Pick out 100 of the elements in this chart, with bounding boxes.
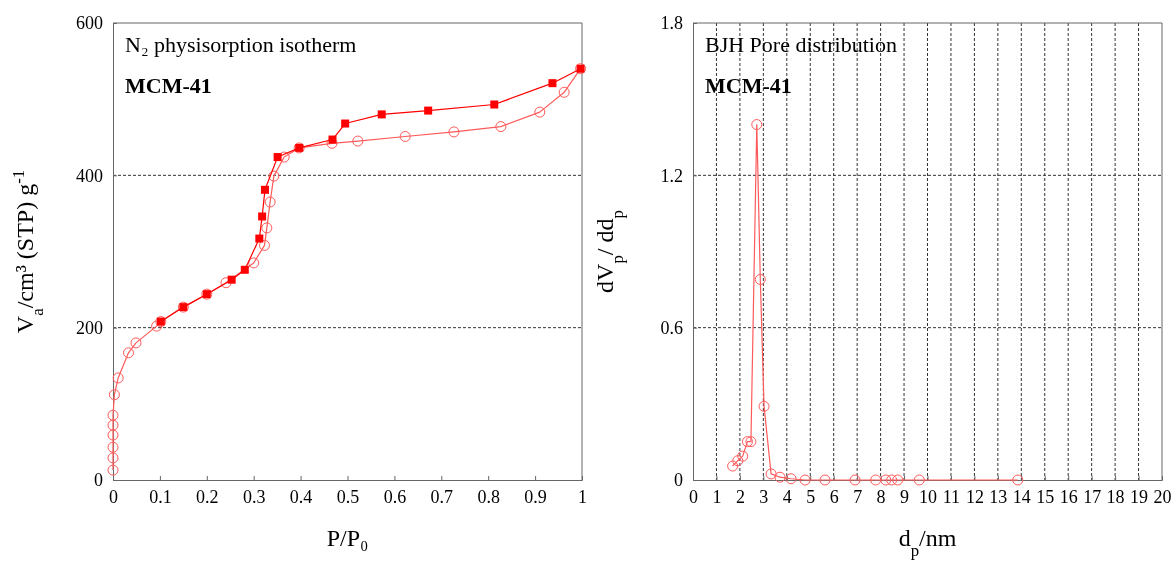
- x-tick-label: 0.4: [289, 486, 313, 507]
- x-tick-label: 14: [1012, 486, 1031, 507]
- point: [558, 86, 570, 98]
- x-tick-label: 0.2: [196, 486, 219, 507]
- x-tick-label: 12: [965, 486, 984, 507]
- point: [112, 372, 124, 384]
- point: [424, 106, 433, 115]
- point: [751, 119, 763, 131]
- x-tick-label: 9: [900, 486, 910, 507]
- point: [785, 473, 797, 485]
- x-tick-label: 17: [1083, 486, 1102, 507]
- x-axis-title: P/P₀: [326, 525, 369, 551]
- chart-title: N₂ physisorption isotherm: [125, 32, 357, 57]
- point: [741, 436, 753, 448]
- x-tick-label: 4: [782, 486, 792, 507]
- x-tick-label: 0.6: [383, 486, 407, 507]
- x-tick-label: 0.5: [336, 486, 360, 507]
- y-tick-label: 600: [76, 13, 103, 34]
- point: [819, 474, 831, 486]
- point: [727, 460, 739, 472]
- point: [448, 126, 460, 138]
- point: [341, 119, 350, 128]
- x-tick-label: 7: [853, 486, 863, 507]
- point: [260, 185, 269, 194]
- point: [107, 409, 119, 421]
- point: [880, 474, 892, 486]
- point: [107, 464, 119, 476]
- x-tick-label: 3: [759, 486, 769, 507]
- x-tick-label: 16: [1059, 486, 1078, 507]
- point: [765, 468, 777, 480]
- chart-title: BJH Pore distribution: [705, 32, 897, 57]
- point: [264, 196, 276, 208]
- point: [495, 121, 507, 133]
- x-tick-label: 5: [806, 486, 816, 507]
- point: [107, 429, 119, 441]
- point: [745, 436, 757, 448]
- point: [328, 135, 337, 144]
- point: [122, 347, 134, 359]
- x-tick-label: 19: [1130, 486, 1149, 507]
- point: [799, 474, 811, 486]
- y-tick-label: 0: [674, 470, 683, 491]
- point: [240, 265, 249, 274]
- y-tick-label: 0: [94, 470, 103, 491]
- point: [108, 389, 120, 401]
- point: [151, 320, 163, 332]
- point: [892, 474, 904, 486]
- point: [273, 153, 282, 162]
- point: [107, 441, 119, 453]
- x-tick-label: 10: [919, 486, 937, 507]
- point: [227, 275, 236, 284]
- x-tick-label: 0.3: [242, 486, 266, 507]
- point: [774, 471, 786, 483]
- y-tick-label: 0.6: [660, 317, 683, 338]
- x-tick-label: 0.9: [524, 486, 547, 507]
- x-tick-label: 8: [876, 486, 886, 507]
- point: [732, 455, 744, 467]
- x-tick-label: 0: [109, 486, 118, 507]
- x-tick-label: 15: [1036, 486, 1055, 507]
- point: [913, 474, 925, 486]
- point: [886, 474, 898, 486]
- point: [754, 273, 766, 285]
- point: [268, 170, 280, 182]
- point: [1012, 474, 1024, 486]
- point: [737, 450, 749, 462]
- point: [758, 400, 770, 412]
- text: MCM-41: [125, 73, 212, 98]
- point: [399, 131, 411, 142]
- point: [255, 234, 264, 243]
- y-tick-label: 1.8: [660, 13, 683, 34]
- point: [261, 222, 273, 234]
- x-tick-label: 20: [1153, 486, 1172, 507]
- point: [248, 257, 260, 269]
- point: [534, 106, 546, 118]
- point: [220, 277, 232, 289]
- point: [849, 474, 861, 486]
- y-tick-label: 1.2: [660, 165, 683, 186]
- point: [107, 419, 119, 431]
- text: MCM-41: [705, 73, 792, 98]
- point: [258, 212, 267, 221]
- x-tick-label: 0.1: [149, 486, 172, 507]
- x-tick-label: 18: [1106, 486, 1125, 507]
- x-tick-label: 0: [689, 486, 698, 507]
- x-tick-label: 2: [735, 486, 745, 507]
- point: [352, 135, 364, 147]
- x-tick-label: 1: [578, 486, 587, 507]
- point: [258, 239, 270, 251]
- y-tick-label: 200: [76, 317, 103, 338]
- x-tick-label: 6: [829, 486, 839, 507]
- point: [107, 452, 119, 464]
- point: [548, 79, 557, 88]
- point: [130, 337, 142, 349]
- x-tick-label: 11: [942, 486, 961, 507]
- x-tick-label: 0.8: [477, 486, 500, 507]
- point: [870, 474, 882, 486]
- point: [377, 110, 386, 119]
- x-axis-title: d$_{p}$/nm: [898, 525, 957, 560]
- y-tick-label: 400: [76, 165, 103, 186]
- x-tick-label: 13: [989, 486, 1008, 507]
- x-tick-label: 0.7: [430, 486, 454, 507]
- point: [490, 100, 499, 109]
